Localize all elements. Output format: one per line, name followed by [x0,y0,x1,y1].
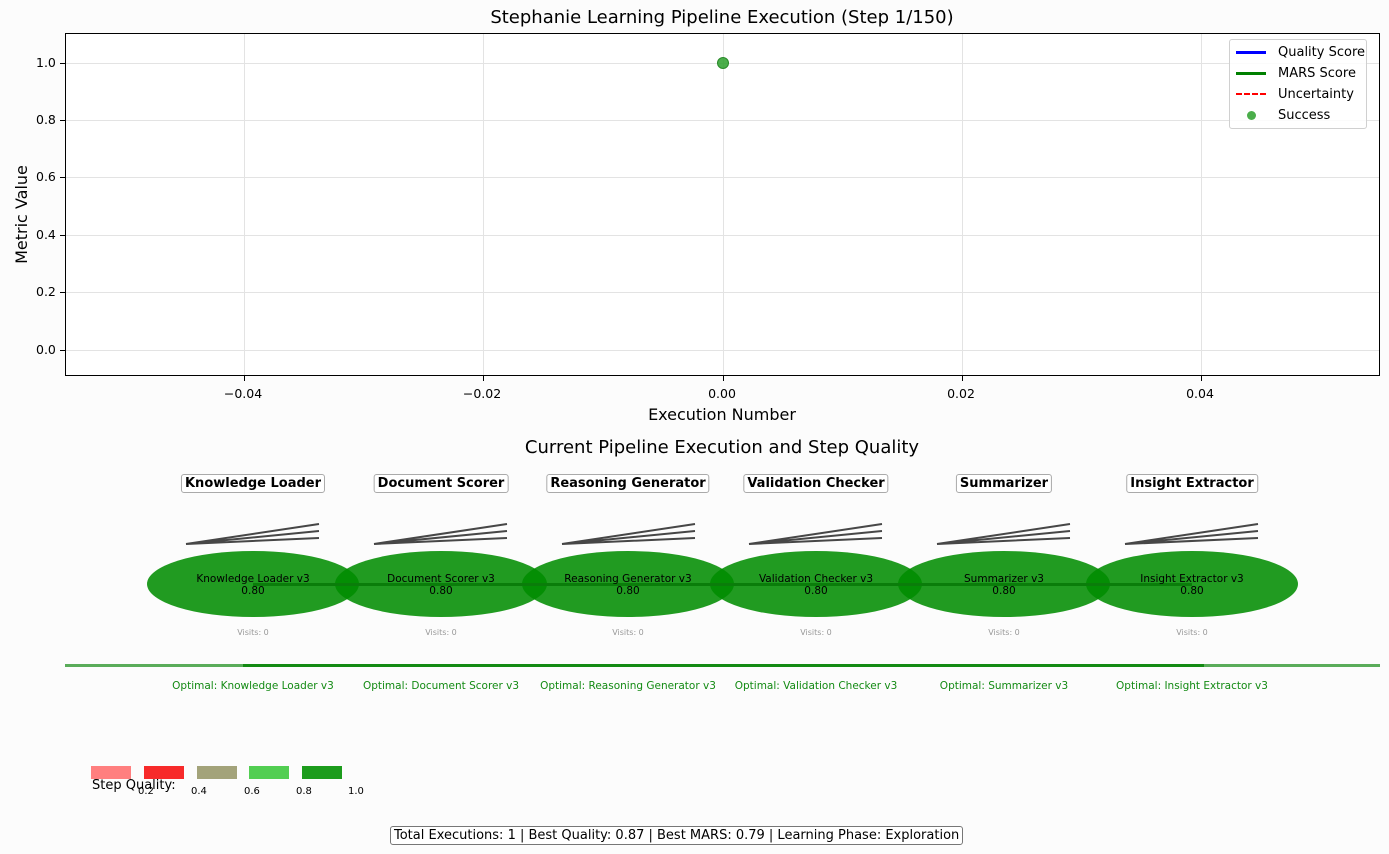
summary-box: Total Executions: 1 | Best Quality: 0.87… [390,826,964,845]
gridline [66,235,1379,236]
node-label: Document Scorer v3 0.80 [387,573,495,597]
x-tick: −0.02 [462,386,502,401]
y-tick: 0.8 [36,112,56,127]
y-tick: 0.2 [36,284,56,299]
gridline [66,350,1379,351]
visits-count: Visits: 0 [612,628,644,637]
legend-item-mars: MARS Score [1236,63,1356,83]
quality-tick: 0.2 [138,786,154,797]
variant-fan-lines [185,523,1259,545]
x-tick: 0.02 [947,386,975,401]
visits-count: Visits: 0 [425,628,457,637]
gridline [723,34,724,375]
node-label: Summarizer v3 0.80 [964,573,1044,597]
quality-swatch [197,766,237,779]
y-axis-label: Metric Value [12,165,32,264]
chart-legend: Quality Score MARS Score Uncertainty Suc… [1229,39,1367,129]
y-tick: 1.0 [36,55,56,70]
y-tick: 0.6 [36,169,56,184]
legend-item-uncertainty: Uncertainty [1236,84,1354,104]
gridline [66,177,1379,178]
gridline [66,120,1379,121]
node-label: Validation Checker v3 0.80 [758,573,874,597]
visits-count: Visits: 0 [1176,628,1208,637]
optimal-label: Optimal: Reasoning Generator v3 [540,680,716,692]
x-axis-label: Execution Number [648,405,796,424]
top-chart-axes: Quality Score MARS Score Uncertainty Suc… [60,33,1380,381]
gridline [66,292,1379,293]
step-title-knowledge-loader: Knowledge Loader [180,474,326,493]
y-tick: 0.4 [36,227,56,242]
node-label: Knowledge Loader v3 0.80 [196,573,310,597]
step-title-document-scorer: Document Scorer [373,474,509,493]
optimal-label: Optimal: Document Scorer v3 [362,680,520,692]
dashed-swatch-icon [1236,93,1266,95]
node-label: Reasoning Generator v3 0.80 [564,573,692,597]
line-swatch-icon [1236,50,1266,54]
node-label: Insight Extractor v3 0.80 [1140,573,1244,597]
pipeline-connector [253,583,1192,586]
quality-swatch [91,766,131,779]
gridline [483,34,484,375]
quality-swatch [144,766,184,779]
optimal-path-highlight [243,664,1204,667]
y-tick: 0.0 [36,342,56,357]
optimal-label: Optimal: Insight Extractor v3 [1116,680,1268,692]
x-tick: 0.04 [1186,386,1214,401]
quality-swatch [249,766,289,779]
line-swatch-icon [1236,71,1266,75]
step-title-insight-extractor: Insight Extractor [1126,474,1258,493]
gridline [1201,34,1202,375]
optimal-label: Optimal: Summarizer v3 [939,680,1069,692]
step-title-summarizer: Summarizer [955,474,1053,493]
gridline [244,34,245,375]
legend-item-success: Success [1236,105,1330,125]
top-chart-title: Stephanie Learning Pipeline Execution (S… [490,7,954,28]
legend-item-quality: Quality Score [1236,42,1365,62]
quality-swatch [302,766,342,779]
quality-scale-label: Step Quality: [92,778,176,793]
optimal-label: Optimal: Knowledge Loader v3 [172,680,334,692]
quality-tick: 0.6 [244,786,260,797]
quality-tick: 1.0 [348,786,364,797]
success-point[interactable] [717,57,729,69]
x-tick: 0.00 [708,386,736,401]
gridline [962,34,963,375]
step-title-validation-checker: Validation Checker [743,474,889,493]
dot-swatch-icon [1246,110,1256,120]
pipeline-title: Current Pipeline Execution and Step Qual… [524,437,920,458]
optimal-label: Optimal: Validation Checker v3 [734,680,898,692]
step-title-reasoning-generator: Reasoning Generator [546,474,710,493]
visits-count: Visits: 0 [237,628,269,637]
quality-tick: 0.4 [191,786,207,797]
visits-count: Visits: 0 [988,628,1020,637]
quality-tick: 0.8 [296,786,312,797]
visits-count: Visits: 0 [800,628,832,637]
x-tick: −0.04 [223,386,263,401]
